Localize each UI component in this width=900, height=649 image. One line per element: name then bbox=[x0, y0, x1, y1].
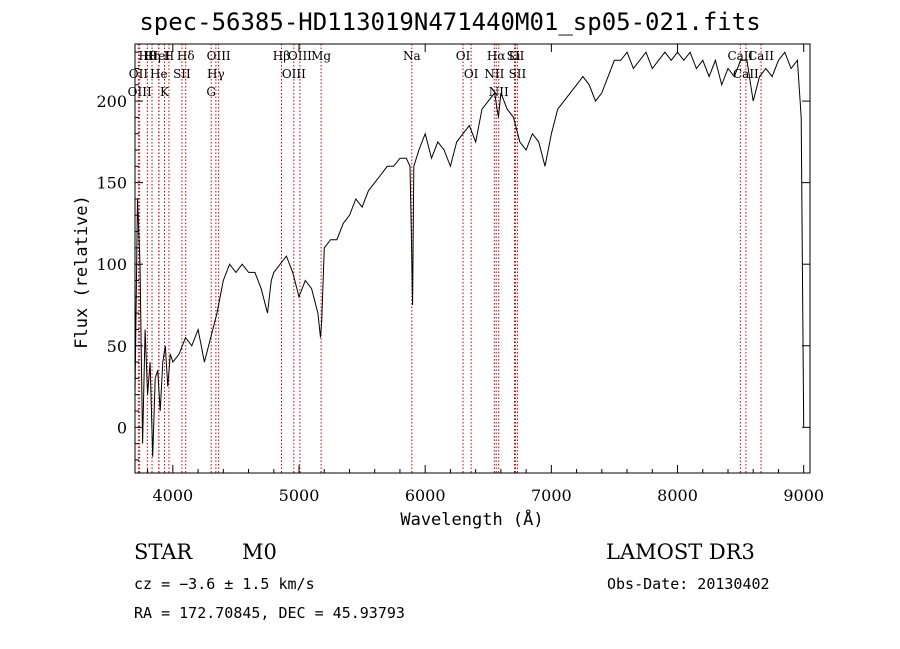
spectral-line-label: CaII bbox=[727, 49, 753, 63]
obs-date-readout: Obs-Date: 20130402 bbox=[607, 575, 770, 593]
y-axis-ticks: 0 50 100 150 200 bbox=[96, 51, 810, 461]
y-tick-label: 100 bbox=[96, 255, 127, 274]
spectral-line-label: NII bbox=[484, 67, 504, 81]
spectral-line-label: Mg bbox=[311, 49, 331, 63]
class-label: STAR bbox=[134, 540, 193, 564]
spectral-line-label: G bbox=[206, 85, 216, 99]
spectral-line-label: OI bbox=[456, 49, 471, 63]
spectral-line-label: SII bbox=[173, 67, 191, 81]
y-tick-label: 50 bbox=[107, 337, 127, 356]
spectral-line-label: Na bbox=[403, 49, 421, 63]
spectral-line-label: CaII bbox=[733, 67, 759, 81]
x-axis-ticks: 4000 5000 6000 7000 8000 9000 bbox=[147, 44, 824, 505]
spectral-line-label: OII bbox=[129, 67, 149, 81]
x-axis-label: Wavelength (Å) bbox=[400, 510, 544, 530]
spectral-line-label: K bbox=[160, 85, 170, 99]
y-axis-label: Flux (relative) bbox=[72, 195, 92, 349]
cz-readout: cz = −3.6 ± 1.5 km/s bbox=[134, 575, 315, 593]
y-tick-label: 0 bbox=[117, 418, 127, 437]
coords-readout: RA = 172.70845, DEC = 45.93793 bbox=[134, 604, 405, 622]
x-tick-label: 9000 bbox=[783, 486, 824, 505]
spectral-line-label: Hθ bbox=[139, 49, 157, 63]
spectral-line-label: OIII bbox=[207, 49, 231, 63]
chart-title: spec-56385-HD113019N471440M01_sp05-021.f… bbox=[139, 8, 761, 36]
spectral-line-label: SII bbox=[509, 67, 527, 81]
spectral-line-label: CaII bbox=[748, 49, 774, 63]
spectral-line-label: Hγ bbox=[207, 67, 225, 81]
spectral-line-label: Hη bbox=[143, 49, 161, 63]
spectral-line-label: SII bbox=[507, 49, 525, 63]
y-tick-label: 200 bbox=[96, 92, 127, 111]
spectral-line-label: Hβ bbox=[273, 49, 290, 63]
spectral-line-label: NII bbox=[489, 85, 509, 99]
plot-frame bbox=[134, 43, 811, 474]
spectral-line-label: OIII bbox=[128, 85, 152, 99]
spectral-line-label: HeI bbox=[148, 49, 171, 63]
x-tick-label: 6000 bbox=[405, 486, 446, 505]
spectral-line-label: Hδ bbox=[177, 49, 195, 63]
spectral-line-label: Hα bbox=[487, 49, 506, 63]
x-tick-label: 7000 bbox=[531, 486, 572, 505]
subclass-label: M0 bbox=[242, 540, 277, 564]
survey-label: LAMOST DR3 bbox=[606, 540, 755, 564]
spectral-line-label: OIII bbox=[288, 49, 312, 63]
spectral-line-label: OIII bbox=[282, 67, 306, 81]
spectrum-series-line bbox=[134, 51, 805, 457]
spectral-line-label: H bbox=[164, 49, 174, 63]
spectral-line-label: OI bbox=[464, 67, 479, 81]
x-tick-label: 4000 bbox=[152, 486, 193, 505]
x-tick-label: 5000 bbox=[279, 486, 320, 505]
line-markers bbox=[137, 44, 762, 473]
spectral-line-label: He bbox=[150, 67, 168, 81]
spectral-line-label: Li bbox=[509, 49, 521, 63]
x-tick-label: 8000 bbox=[657, 486, 698, 505]
y-tick-label: 150 bbox=[96, 174, 127, 193]
